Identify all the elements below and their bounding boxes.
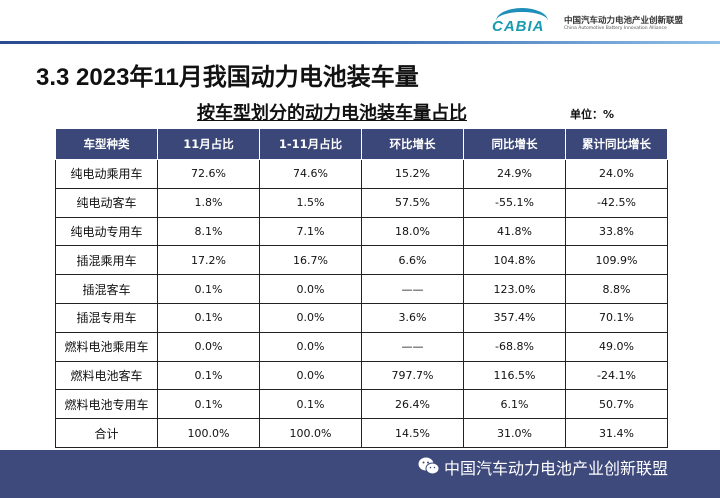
table-row: 燃料电池客车 0.1% 0.0% 797.7% 116.5% -24.1% [55, 360, 668, 391]
vehicle-type-cell: 纯电动专用车 [55, 216, 158, 247]
value-cell: —— [361, 331, 464, 362]
table-row: 燃料电池乘用车 0.0% 0.0% —— -68.8% 49.0% [55, 331, 668, 362]
column-header: 1-11月占比 [259, 128, 362, 160]
value-cell: 100.0% [259, 418, 362, 448]
table-row: 插混客车 0.1% 0.0% —— 123.0% 8.8% [55, 274, 668, 304]
value-cell: 109.9% [565, 245, 668, 276]
value-cell: 0.1% [157, 302, 260, 333]
logo-name-en: China Automotive Battery Innovation Alli… [564, 25, 667, 31]
vehicle-type-cell: 燃料电池客车 [55, 360, 158, 391]
footer-band [0, 450, 720, 498]
value-cell: 17.2% [157, 245, 260, 276]
value-cell: 1.5% [259, 187, 362, 218]
value-cell: 41.8% [463, 216, 566, 247]
table-row: 燃料电池专用车 0.1% 0.1% 26.4% 6.1% 50.7% [55, 389, 668, 420]
column-header: 车型种类 [55, 128, 158, 160]
value-cell: 0.1% [157, 274, 260, 304]
value-cell: 33.8% [565, 216, 668, 247]
column-header: 11月占比 [157, 128, 260, 160]
value-cell: 7.1% [259, 216, 362, 247]
value-cell: 74.6% [259, 159, 362, 189]
value-cell: 6.6% [361, 245, 464, 276]
column-header: 同比增长 [463, 128, 566, 160]
value-cell: 116.5% [463, 360, 566, 391]
value-cell: 0.0% [157, 331, 260, 362]
table-row: 合计 100.0% 100.0% 14.5% 31.0% 31.4% [55, 418, 668, 448]
value-cell: 8.8% [565, 274, 668, 304]
value-cell: 70.1% [565, 302, 668, 333]
value-cell: 0.0% [259, 360, 362, 391]
vehicle-type-cell: 合计 [55, 418, 158, 448]
logo-name-cn: 中国汽车动力电池产业创新联盟 [564, 15, 684, 26]
vehicle-type-cell: 燃料电池乘用车 [55, 331, 158, 362]
value-cell: 31.4% [565, 418, 668, 448]
value-cell: 0.1% [157, 389, 260, 420]
value-cell: -42.5% [565, 187, 668, 218]
table-row: 插混专用车 0.1% 0.0% 3.6% 357.4% 70.1% [55, 302, 668, 333]
column-header: 累计同比增长 [565, 128, 668, 160]
header-divider [0, 41, 720, 44]
vehicle-type-cell: 插混乘用车 [55, 245, 158, 276]
footer-text: 中国汽车动力电池产业创新联盟 [444, 459, 669, 478]
column-header: 环比增长 [361, 128, 464, 160]
value-cell: 104.8% [463, 245, 566, 276]
table-row: 纯电动乘用车 72.6% 74.6% 15.2% 24.9% 24.0% [55, 159, 668, 189]
cabia-logo: CABIA 中国汽车动力电池产业创新联盟 China Automotive Ba… [490, 8, 683, 36]
share-table: 车型种类 11月占比 1-11月占比 环比增长 同比增长 累计同比增长 纯电动乘用车 72.… [55, 128, 668, 448]
vehicle-type-cell: 纯电动乘用车 [55, 159, 158, 189]
value-cell: 0.1% [157, 360, 260, 391]
value-cell: 31.0% [463, 418, 566, 448]
value-cell: 14.5% [361, 418, 464, 448]
vehicle-type-cell: 燃料电池专用车 [55, 389, 158, 420]
value-cell: 72.6% [157, 159, 260, 189]
vehicle-type-cell: 插混客车 [55, 274, 158, 304]
value-cell: 0.1% [259, 389, 362, 420]
vehicle-type-cell: 插混专用车 [55, 302, 158, 333]
value-cell: 0.0% [259, 302, 362, 333]
value-cell: -68.8% [463, 331, 566, 362]
table-header-row: 车型种类 11月占比 1-11月占比 环比增长 同比增长 累计同比增长 [55, 128, 668, 160]
value-cell: 26.4% [361, 389, 464, 420]
value-cell: 24.9% [463, 159, 566, 189]
value-cell: 0.0% [259, 331, 362, 362]
wechat-icon [418, 457, 440, 475]
table-row: 纯电动客车 1.8% 1.5% 57.5% -55.1% -42.5% [55, 187, 668, 218]
value-cell: 50.7% [565, 389, 668, 420]
table-row: 插混乘用车 17.2% 16.7% 6.6% 104.8% 109.9% [55, 245, 668, 276]
logo-mark: CABIA [490, 8, 554, 36]
value-cell: 100.0% [157, 418, 260, 448]
value-cell: 357.4% [463, 302, 566, 333]
value-cell: 15.2% [361, 159, 464, 189]
value-cell: —— [361, 274, 464, 304]
vehicle-type-cell: 纯电动客车 [55, 187, 158, 218]
value-cell: -55.1% [463, 187, 566, 218]
unit-label: 单位：% [570, 108, 615, 121]
value-cell: 1.8% [157, 187, 260, 218]
table-title: 按车型划分的动力电池装车量占比 [197, 103, 467, 124]
value-cell: 123.0% [463, 274, 566, 304]
value-cell: 49.0% [565, 331, 668, 362]
value-cell: 6.1% [463, 389, 566, 420]
value-cell: 24.0% [565, 159, 668, 189]
value-cell: -24.1% [565, 360, 668, 391]
value-cell: 57.5% [361, 187, 464, 218]
value-cell: 797.7% [361, 360, 464, 391]
page-title: 3.3 2023年11月我国动力电池装车量 [36, 64, 419, 91]
value-cell: 18.0% [361, 216, 464, 247]
table-row: 纯电动专用车 8.1% 7.1% 18.0% 41.8% 33.8% [55, 216, 668, 247]
value-cell: 8.1% [157, 216, 260, 247]
value-cell: 16.7% [259, 245, 362, 276]
value-cell: 0.0% [259, 274, 362, 304]
value-cell: 3.6% [361, 302, 464, 333]
